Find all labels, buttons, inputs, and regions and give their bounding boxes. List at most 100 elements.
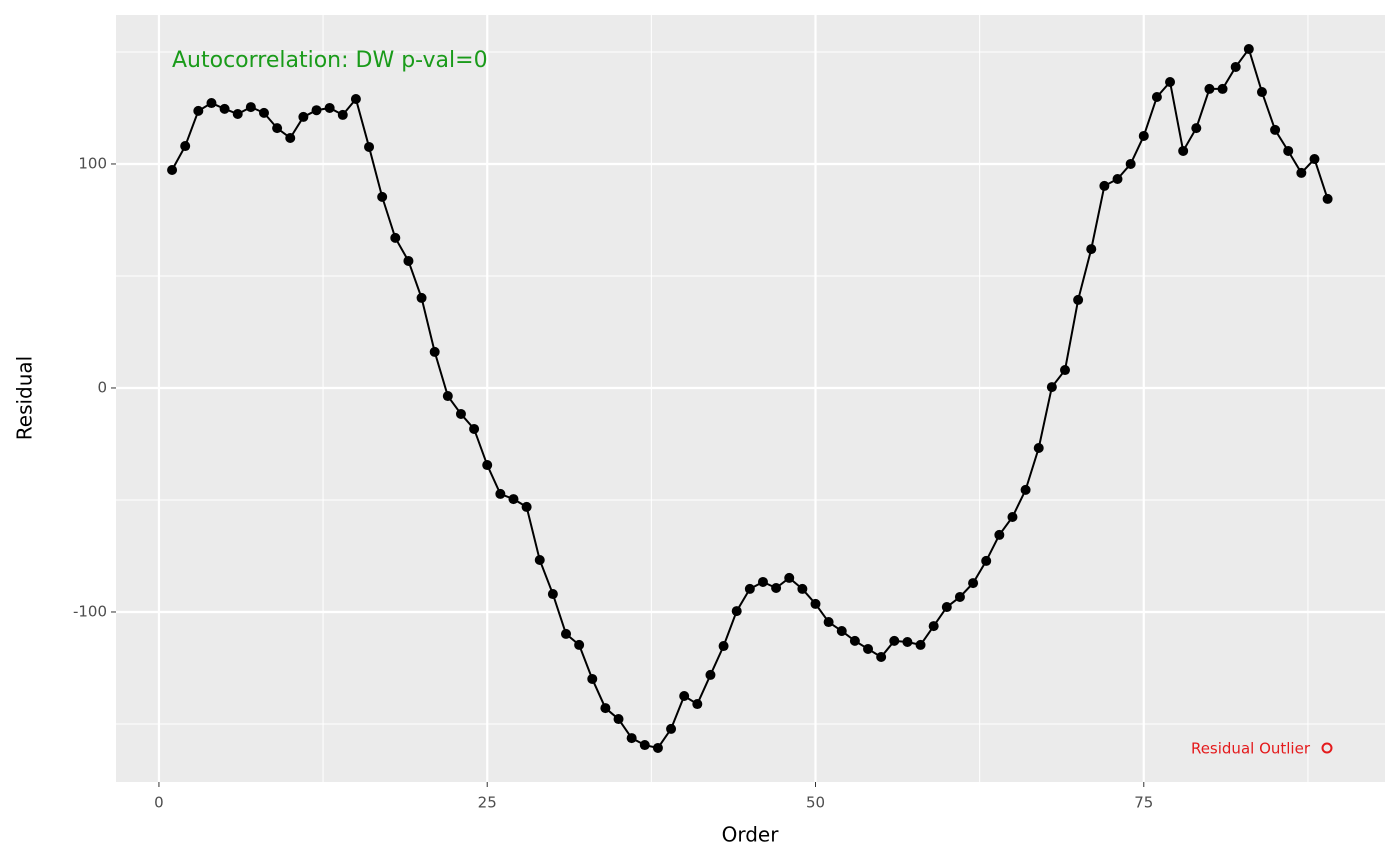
annotation: Autocorrelation: DW p-val=0 <box>172 48 488 73</box>
point <box>968 578 979 589</box>
point <box>232 109 243 120</box>
point <box>1125 158 1136 169</box>
point <box>692 699 703 710</box>
point <box>1007 511 1018 522</box>
point <box>718 641 729 652</box>
point <box>981 555 992 566</box>
point <box>1046 382 1057 393</box>
point <box>1296 167 1307 178</box>
point <box>469 423 480 434</box>
y-tick-label: -100 <box>73 602 107 620</box>
point <box>219 103 230 114</box>
point <box>744 583 755 594</box>
point <box>1099 180 1110 191</box>
point <box>876 652 887 663</box>
point <box>193 105 204 116</box>
point <box>298 111 309 122</box>
point <box>941 602 952 613</box>
y-axis-title: Residual <box>13 356 37 440</box>
point <box>889 635 900 646</box>
point <box>771 583 782 594</box>
point <box>508 494 519 505</box>
point <box>1020 484 1031 495</box>
point <box>534 555 545 566</box>
point <box>1059 365 1070 376</box>
point <box>1112 173 1123 184</box>
point <box>836 626 847 637</box>
y-tick-label: 100 <box>78 154 107 172</box>
point <box>403 255 414 266</box>
point <box>390 232 401 243</box>
point <box>324 102 335 113</box>
x-tick-label: 0 <box>154 794 164 812</box>
point <box>547 589 558 600</box>
point <box>1283 145 1294 156</box>
point <box>482 460 493 471</box>
point <box>666 723 677 734</box>
point <box>272 123 283 134</box>
point <box>784 572 795 583</box>
point <box>258 107 269 118</box>
point <box>1151 91 1162 102</box>
point <box>613 714 624 725</box>
point <box>1309 154 1320 165</box>
y-tick-label: 0 <box>97 378 107 396</box>
point <box>902 636 913 647</box>
panel <box>116 15 1385 782</box>
point <box>652 742 663 753</box>
point <box>1086 244 1097 255</box>
legend-label: Residual Outlier <box>1191 740 1311 758</box>
point <box>1138 130 1149 141</box>
x-axis-title: Order <box>722 823 780 847</box>
marks <box>167 44 1333 753</box>
point <box>863 643 874 654</box>
point <box>994 529 1005 540</box>
point <box>495 488 506 499</box>
point <box>639 740 650 751</box>
point <box>1322 193 1333 204</box>
point <box>849 635 860 646</box>
point <box>521 501 532 512</box>
point <box>731 606 742 617</box>
point <box>337 109 348 120</box>
point <box>1178 145 1189 156</box>
point <box>1217 83 1228 94</box>
point <box>1230 61 1241 72</box>
point <box>1270 124 1281 135</box>
point <box>377 191 388 202</box>
point <box>587 673 598 684</box>
x-tick-label: 50 <box>806 794 825 812</box>
x-tick-label: 25 <box>478 794 497 812</box>
point <box>180 141 191 152</box>
point <box>1256 87 1267 98</box>
x-tick-label: 75 <box>1134 794 1153 812</box>
point <box>705 669 716 680</box>
point <box>679 690 690 701</box>
point <box>797 583 808 594</box>
point <box>574 639 585 650</box>
legend-key <box>1321 742 1333 754</box>
point <box>915 639 926 650</box>
point <box>167 165 178 176</box>
point <box>429 346 440 357</box>
point <box>1073 294 1084 305</box>
point <box>1033 443 1044 454</box>
point <box>442 391 453 402</box>
point <box>364 141 375 152</box>
point <box>954 591 965 602</box>
point <box>1191 123 1202 134</box>
point <box>245 102 256 113</box>
point <box>311 105 322 116</box>
point <box>600 703 611 714</box>
point <box>928 621 939 632</box>
point <box>1204 83 1215 94</box>
point <box>757 576 768 587</box>
point <box>206 98 217 109</box>
point <box>561 628 572 639</box>
point <box>823 617 834 628</box>
point <box>810 598 821 609</box>
point <box>285 132 296 143</box>
point <box>455 408 466 419</box>
point <box>350 94 361 105</box>
